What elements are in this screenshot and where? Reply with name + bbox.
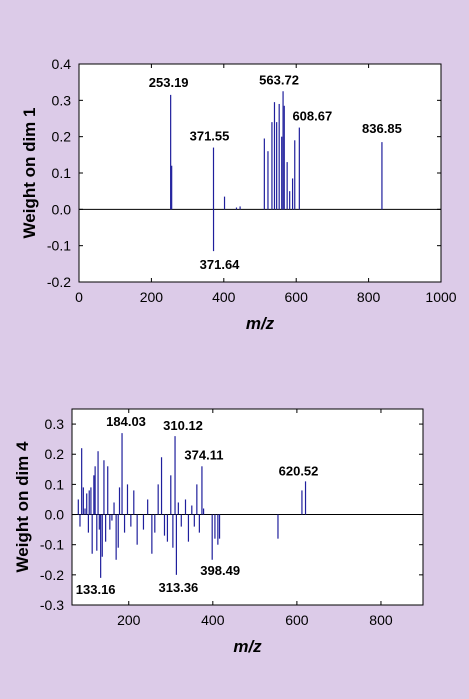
peak-label: 184.03 [106,414,146,429]
y-tick-label: 0.3 [52,92,72,108]
peak-label: 836.85 [362,121,402,136]
x-tick-label: 0 [75,289,83,305]
y-tick-label: 0.1 [52,165,72,181]
x-tick-label: 200 [140,289,164,305]
y-tick-label: 0.4 [52,56,72,72]
y-tick-label: -0.2 [40,567,64,583]
y-axis-label: Weight on dim 1 [20,108,39,239]
plot-frame [71,408,424,606]
x-tick-label: 600 [285,289,309,305]
y-tick-label: -0.3 [40,597,64,613]
chart-dim4: 200 400 600 800 -0.3 -0.2 -0.1 0.0 0.1 0.2 0.3 184.… [13,408,424,656]
y-tick-label: 0.0 [45,507,65,523]
y-tick-label: 0.0 [52,201,72,217]
peak-label: 133.16 [76,582,116,597]
y-tick-label: 0.3 [45,416,65,432]
peak-label: 608.67 [292,109,332,124]
x-tick-label: 1000 [425,289,456,305]
peak-label: 310.12 [163,418,203,433]
x-tick-label: 600 [285,612,309,628]
peak-label: 563.72 [259,72,299,87]
y-tick-label: 0.2 [45,446,65,462]
x-tick-label: 200 [117,612,141,628]
peak-label: 398.49 [200,563,240,578]
y-tick-label: -0.2 [47,274,71,290]
y-tick-label: 0.2 [52,129,72,145]
peak-label: 371.55 [190,129,230,144]
y-tick-label: -0.1 [40,537,64,553]
peak-label: 371.64 [200,257,241,272]
peak-label: 313.36 [159,580,199,595]
x-axis-label: m/z [233,637,262,656]
y-tick-label: 0.1 [45,476,65,492]
plot-area [72,409,423,605]
y-axis-label: Weight on dim 4 [13,441,32,573]
x-axis-label: m/z [246,314,275,333]
x-tick-label: 400 [201,612,225,628]
x-tick-label: 800 [369,612,393,628]
peak-label: 253.19 [149,75,189,90]
x-tick-label: 800 [357,289,381,305]
x-tick-label: 400 [212,289,236,305]
plot-area [79,64,441,282]
peak-label: 374.11 [184,447,223,462]
chart-dim1: 0 200 400 600 800 1000 -0.2 -0.1 0.0 0.1 0.2 0.3 0.4… [20,56,457,333]
peak-label: 620.52 [279,463,319,478]
y-tick-label: -0.1 [47,238,71,254]
